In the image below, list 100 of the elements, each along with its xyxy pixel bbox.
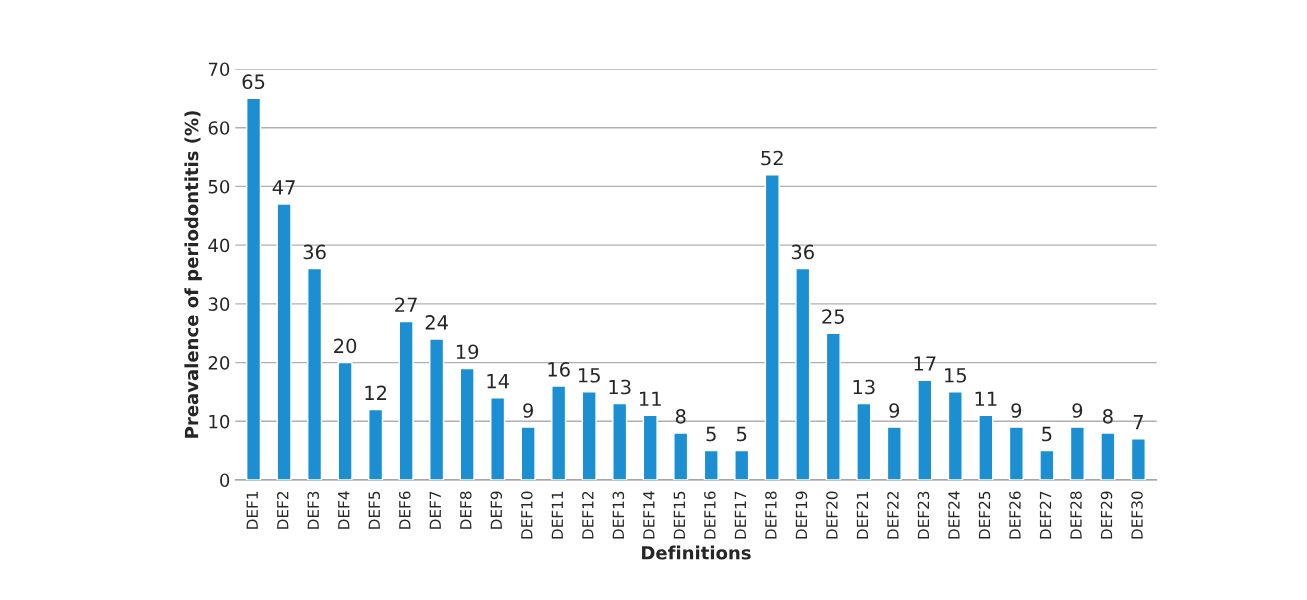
data-label: 65	[242, 74, 265, 90]
data-label: 13	[853, 379, 875, 395]
y-tick-label: 50	[208, 179, 230, 194]
x-tick-label: DEF6	[399, 491, 411, 529]
data-label: 9	[1072, 403, 1083, 418]
x-axis-title: Definitions	[642, 545, 751, 560]
x-tick-label: DEF11	[551, 491, 563, 539]
data-label: 11	[639, 391, 661, 406]
bar	[1069, 426, 1085, 480]
bar	[246, 97, 262, 480]
x-tick-label: DEF20	[826, 491, 838, 539]
data-label: 36	[791, 244, 814, 260]
x-tick-label: DEF15	[673, 491, 686, 539]
bar	[276, 203, 292, 480]
x-tick-label: DEF1	[246, 491, 258, 529]
bar	[368, 408, 384, 480]
x-tick-label: DEF30	[1131, 491, 1143, 539]
data-label: 36	[303, 244, 326, 260]
bar	[856, 402, 872, 480]
bar	[612, 402, 628, 480]
bar	[459, 367, 475, 480]
x-tick-label: DEF29	[1100, 491, 1113, 539]
bar	[1039, 449, 1055, 480]
bar	[1130, 438, 1146, 480]
bar	[734, 449, 750, 480]
bar	[917, 379, 933, 480]
bar	[764, 173, 780, 480]
y-tick-label: 0	[220, 473, 230, 488]
y-tick-label: 70	[208, 62, 230, 77]
data-label: 14	[487, 374, 509, 389]
data-label: 16	[548, 362, 570, 377]
data-label: 8	[1103, 409, 1113, 424]
data-label: 17	[914, 356, 936, 371]
x-tick-label: DEF7	[429, 491, 441, 529]
x-tick-label: DEF9	[490, 491, 503, 529]
data-label: 7	[1133, 415, 1143, 430]
x-tick-label: DEF4	[338, 491, 350, 529]
x-tick-label: DEF16	[704, 491, 716, 539]
data-label: 25	[822, 309, 844, 324]
x-tick-label: DEF2	[276, 491, 289, 529]
y-axis-title: Preavalence of periodontitis (%)	[184, 111, 202, 438]
data-label: 5	[706, 426, 716, 442]
bar	[703, 449, 719, 480]
bar	[398, 320, 414, 480]
bar	[307, 267, 323, 480]
bar	[978, 414, 994, 480]
x-tick-label: DEF17	[734, 491, 746, 539]
x-tick-label: DEF10	[521, 491, 533, 539]
data-label: 15	[945, 368, 966, 383]
x-tick-label: DEF3	[307, 491, 320, 529]
data-label: 9	[1011, 403, 1022, 418]
x-tick-label: DEF27	[1039, 491, 1052, 539]
data-label: 5	[1042, 426, 1052, 442]
x-tick-label: DEF21	[856, 491, 868, 539]
y-tick-label: 20	[208, 356, 230, 370]
data-label: 47	[272, 180, 295, 195]
bar	[1100, 432, 1116, 480]
bar	[795, 267, 811, 480]
x-tick-label: DEF12	[582, 491, 594, 539]
data-label: 5	[737, 426, 747, 442]
bar	[1008, 426, 1024, 480]
data-label: 12	[365, 385, 387, 400]
x-tick-label: DEF14	[643, 491, 655, 539]
data-label: 9	[889, 403, 900, 418]
x-tick-label: DEF5	[368, 491, 381, 529]
bar	[642, 414, 658, 480]
data-label: 27	[395, 297, 417, 312]
bar	[429, 338, 445, 480]
x-tick-label: DEF26	[1009, 491, 1021, 539]
y-tick-label: 60	[208, 121, 230, 135]
data-label: 19	[456, 344, 479, 360]
x-tick-label: DEF23	[917, 491, 930, 539]
x-tick-label: DEF28	[1070, 491, 1082, 539]
bar	[337, 361, 353, 480]
bar	[947, 391, 963, 480]
bar	[551, 385, 567, 480]
x-tick-label: DEF24	[948, 491, 960, 539]
bar	[490, 397, 506, 480]
data-label: 8	[675, 409, 686, 424]
data-label: 11	[975, 391, 997, 406]
y-tick-label: 10	[209, 414, 230, 429]
bar	[886, 426, 902, 480]
bar	[520, 426, 536, 480]
x-tick-label: DEF18	[765, 491, 777, 539]
data-label: 52	[761, 150, 783, 166]
data-label: 24	[425, 315, 448, 330]
data-label: 9	[523, 403, 533, 418]
bar	[825, 332, 841, 480]
data-label: 15	[578, 368, 600, 383]
x-tick-label: DEF19	[795, 491, 808, 539]
y-tick-label: 30	[208, 297, 230, 311]
x-tick-label: DEF13	[612, 491, 625, 539]
bar	[673, 432, 689, 480]
data-label: 20	[334, 338, 357, 354]
bar	[581, 391, 597, 480]
x-tick-label: DEF25	[978, 491, 991, 539]
y-tick-label: 40	[208, 238, 230, 253]
data-label: 13	[609, 379, 631, 395]
x-tick-label: DEF22	[887, 491, 899, 539]
x-tick-label: DEF8	[460, 491, 472, 529]
